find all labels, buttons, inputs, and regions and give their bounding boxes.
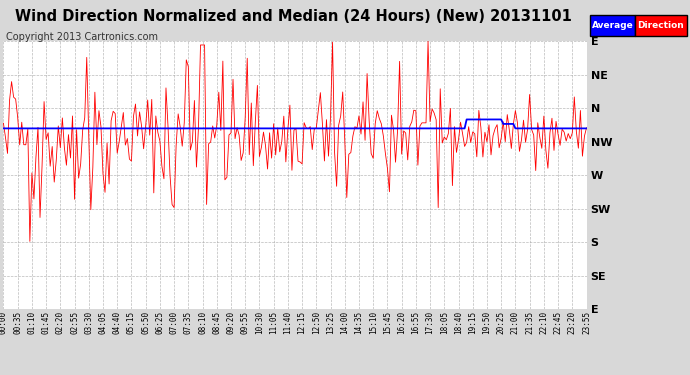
Text: Direction: Direction — [638, 21, 684, 30]
Text: Average: Average — [591, 21, 633, 30]
Text: Copyright 2013 Cartronics.com: Copyright 2013 Cartronics.com — [6, 32, 157, 42]
Text: Wind Direction Normalized and Median (24 Hours) (New) 20131101: Wind Direction Normalized and Median (24… — [14, 9, 572, 24]
